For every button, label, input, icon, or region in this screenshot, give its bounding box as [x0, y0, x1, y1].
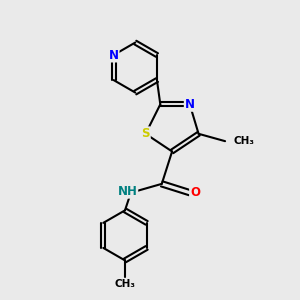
Text: O: O: [190, 186, 200, 199]
Text: N: N: [185, 98, 195, 111]
Text: NH: NH: [117, 185, 137, 198]
Text: CH₃: CH₃: [234, 136, 255, 146]
Text: CH₃: CH₃: [115, 279, 136, 289]
Text: N: N: [109, 49, 118, 62]
Text: S: S: [141, 127, 150, 140]
